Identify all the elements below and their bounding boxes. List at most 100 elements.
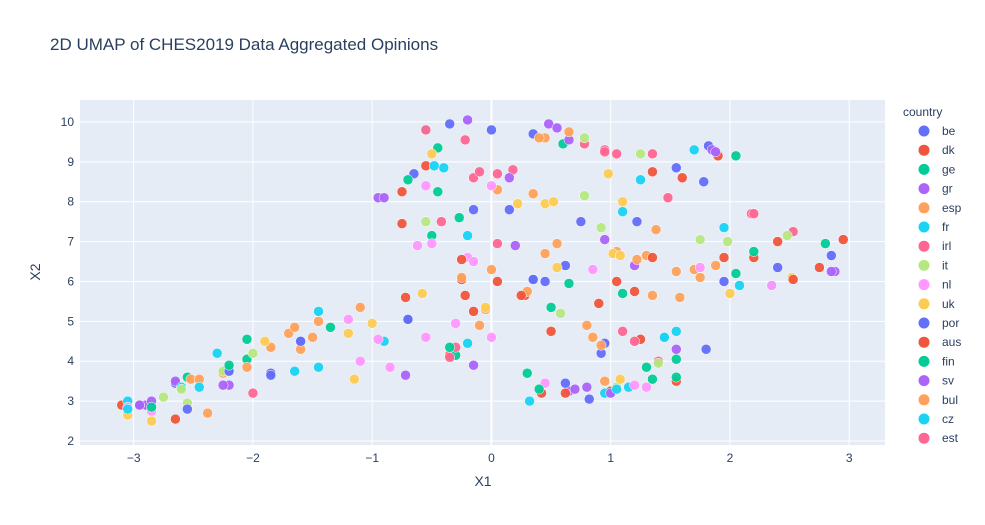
- y-tick-label: 7: [67, 235, 74, 249]
- scatter-point: [516, 290, 527, 301]
- legend-label: aus: [942, 335, 961, 349]
- legend-item-be[interactable]: be: [918, 124, 956, 138]
- scatter-point: [563, 126, 575, 138]
- gridlines: [80, 100, 885, 445]
- scatter-point: [402, 174, 414, 186]
- scatter-point: [838, 234, 849, 245]
- scatter-point: [247, 348, 259, 359]
- scatter-point: [826, 250, 837, 261]
- scatter-point: [635, 174, 646, 186]
- legend-item-fin[interactable]: fin: [918, 354, 955, 368]
- scatter-point: [579, 132, 590, 144]
- scatter-point: [456, 254, 467, 265]
- scatter-point: [539, 276, 551, 287]
- scatter-point: [428, 160, 440, 172]
- scatter-point: [527, 188, 539, 199]
- legend-item-bul[interactable]: bul: [918, 393, 959, 407]
- legend-item-est[interactable]: est: [918, 431, 959, 445]
- scatter-point: [617, 288, 628, 299]
- legend-item-fr[interactable]: fr: [918, 220, 950, 234]
- scatter-point: [671, 353, 682, 365]
- legend-item-aus[interactable]: aus: [918, 335, 962, 349]
- legend-item-sv[interactable]: sv: [918, 374, 955, 388]
- legend-item-esp[interactable]: esp: [918, 201, 962, 215]
- scatter-point: [474, 320, 485, 331]
- scatter-point: [662, 192, 674, 203]
- scatter-point: [259, 336, 271, 347]
- scatter-point: [211, 348, 223, 359]
- scatter-point: [581, 320, 593, 331]
- x-tick-label: 2: [727, 451, 734, 465]
- scatter-point: [223, 359, 235, 371]
- scatter-point: [343, 328, 354, 339]
- scatter-point: [772, 262, 783, 273]
- scatter-point: [420, 332, 432, 343]
- scatter-point: [826, 266, 837, 277]
- scatter-point: [459, 290, 471, 301]
- scatter-point: [400, 369, 411, 381]
- series-aus: [420, 160, 799, 399]
- scatter-point: [486, 124, 497, 136]
- legend-item-uk[interactable]: uk: [918, 297, 956, 311]
- scatter-point: [420, 180, 432, 192]
- y-tick-label: 2: [67, 434, 74, 448]
- scatter-point: [748, 246, 760, 257]
- scatter-point: [510, 240, 521, 251]
- legend-marker: [918, 144, 930, 156]
- scatter-point: [444, 118, 455, 130]
- scatter-point: [512, 198, 523, 209]
- scatter-point: [524, 395, 535, 407]
- scatter-point: [533, 132, 545, 144]
- legend-item-por[interactable]: por: [918, 316, 960, 330]
- scatter-point: [432, 186, 444, 197]
- legend-marker: [918, 240, 930, 252]
- scatter-point: [545, 302, 557, 313]
- scatter-point: [492, 168, 503, 180]
- scatter-point: [560, 387, 571, 399]
- series-por: [134, 274, 712, 415]
- scatter-point: [486, 180, 497, 192]
- scatter-point: [748, 208, 760, 219]
- scatter-points: [116, 114, 849, 427]
- legend-marker: [918, 125, 930, 137]
- scatter-point: [787, 274, 799, 285]
- scatter-point: [820, 238, 831, 249]
- legend-label: esp: [942, 201, 962, 215]
- scatter-point: [313, 306, 324, 317]
- scatter-point: [384, 361, 396, 373]
- scatter-point: [492, 238, 503, 249]
- legend-marker: [918, 394, 930, 406]
- legend-item-nl[interactable]: nl: [918, 278, 952, 292]
- scatter-point: [400, 292, 411, 303]
- legend-marker: [918, 375, 930, 387]
- legend-item-ge[interactable]: ge: [918, 162, 956, 176]
- y-tick-label: 5: [67, 314, 74, 328]
- series-est: [420, 124, 760, 363]
- legend-item-irl[interactable]: irl: [918, 239, 952, 253]
- legend-item-gr[interactable]: gr: [918, 182, 953, 196]
- scatter-point: [575, 216, 587, 227]
- y-tick-label: 9: [67, 155, 74, 169]
- scatter-point: [593, 298, 605, 309]
- scatter-point: [611, 148, 622, 160]
- scatter-point: [647, 373, 658, 385]
- scatter-point: [647, 166, 658, 178]
- scatter-point: [599, 375, 610, 387]
- scatter-point: [653, 357, 664, 369]
- legend-item-cz[interactable]: cz: [918, 412, 955, 426]
- scatter-point: [718, 276, 730, 287]
- legend-item-dk[interactable]: dk: [918, 143, 956, 157]
- scatter-point: [325, 322, 336, 333]
- scatter-point: [635, 148, 646, 160]
- scatter-point: [772, 236, 783, 247]
- legend-marker: [918, 183, 930, 195]
- scatter-point: [688, 144, 700, 156]
- scatter-point: [486, 264, 497, 275]
- scatter-point: [468, 204, 479, 215]
- scatter-point: [420, 216, 432, 227]
- scatter-point: [313, 316, 324, 327]
- scatter-point: [614, 373, 626, 385]
- x-tick-label: 3: [846, 451, 853, 465]
- legend-item-it[interactable]: it: [918, 258, 949, 272]
- scatter-point: [647, 252, 658, 263]
